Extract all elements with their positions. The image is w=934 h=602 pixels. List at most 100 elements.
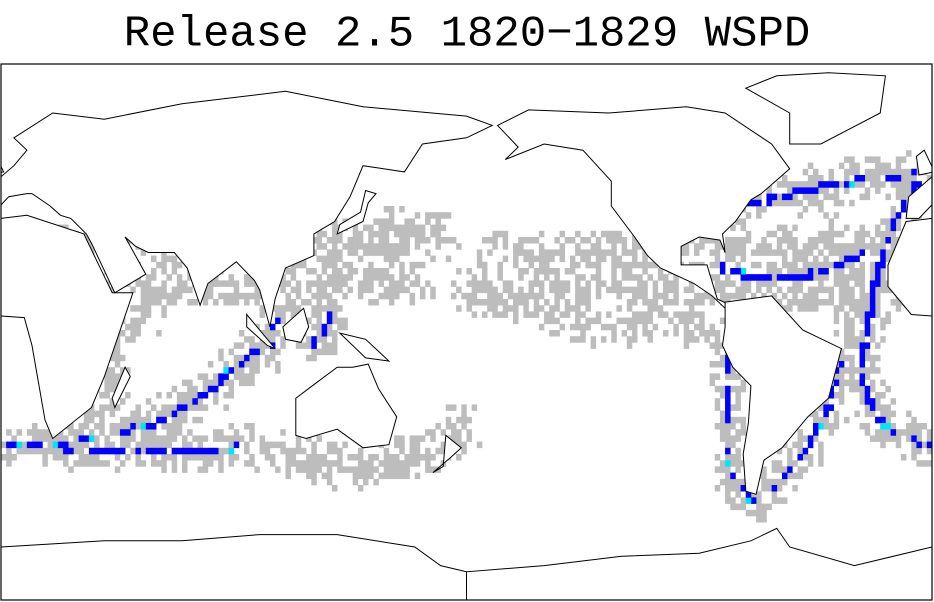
- data-cell: [404, 224, 410, 232]
- data-cell: [388, 286, 395, 294]
- data-cell: [311, 323, 317, 331]
- data-cell: [176, 292, 183, 300]
- data-cell: [813, 410, 819, 418]
- data-cell: [249, 460, 255, 467]
- data-cell: [306, 268, 312, 275]
- data-cell: [838, 286, 845, 294]
- data-cell: [254, 299, 260, 306]
- data-cell: [652, 305, 659, 312]
- data-cell: [688, 336, 695, 343]
- data-cell: [823, 237, 829, 244]
- data-cell: [171, 460, 178, 467]
- data-cell: [187, 454, 193, 461]
- data-cell: [906, 435, 912, 442]
- data-cell: [161, 447, 167, 455]
- data-cell: [254, 342, 260, 349]
- data-cell: [885, 175, 891, 182]
- data-cell: [880, 435, 886, 442]
- data-cell: [326, 299, 333, 306]
- data-cell: [37, 447, 43, 455]
- data-cell: [642, 323, 648, 331]
- data-cell: [399, 286, 405, 294]
- data-cell: [745, 237, 752, 244]
- data-cell: [523, 237, 529, 244]
- data-cell: [145, 429, 152, 436]
- data-cell: [719, 429, 726, 436]
- data-cell: [471, 274, 478, 281]
- data-cell: [864, 354, 871, 362]
- data-cell: [688, 286, 695, 294]
- data-cell: [357, 237, 364, 244]
- data-cell: [326, 330, 333, 337]
- data-cell: [792, 485, 798, 492]
- data-cell: [404, 230, 410, 238]
- data-cell: [606, 249, 612, 256]
- data-cell: [735, 491, 741, 498]
- data-cell: [797, 255, 803, 263]
- data-cell: [425, 237, 431, 244]
- data-cell: [461, 416, 467, 424]
- data-cell: [228, 460, 235, 467]
- data-cell: [885, 429, 891, 436]
- data-cell: [569, 268, 576, 275]
- data-cell: [533, 255, 540, 263]
- data-cell: [916, 460, 922, 467]
- data-cell: [585, 255, 591, 263]
- data-cell: [409, 280, 416, 287]
- data-cell: [792, 199, 798, 207]
- data-cell: [911, 447, 917, 455]
- data-cell: [513, 317, 519, 325]
- data-cell: [740, 243, 747, 250]
- data-cell: [699, 237, 705, 244]
- data-cell: [388, 466, 395, 473]
- data-cell: [807, 441, 814, 449]
- data-cell: [166, 429, 172, 436]
- data-cell: [776, 199, 783, 207]
- data-cell: [875, 429, 881, 436]
- data-cell: [875, 187, 881, 194]
- data-cell: [269, 460, 276, 467]
- data-cell: [326, 342, 333, 349]
- data-cell: [895, 305, 902, 312]
- data-cell: [73, 460, 79, 467]
- data-cell: [838, 385, 845, 393]
- data-cell: [833, 261, 840, 269]
- data-cell: [109, 447, 116, 455]
- data-cell: [875, 342, 881, 349]
- data-cell: [78, 423, 85, 430]
- data-cell: [145, 398, 152, 405]
- data-cell: [135, 410, 141, 418]
- data-cell: [295, 280, 302, 287]
- data-cell: [249, 423, 255, 430]
- data-cell: [254, 348, 260, 356]
- data-cell: [849, 249, 855, 256]
- data-cell: [363, 249, 369, 256]
- data-cell: [347, 454, 353, 461]
- data-cell: [725, 280, 731, 287]
- data-cell: [450, 292, 457, 300]
- data-cell: [135, 460, 141, 467]
- data-cell: [357, 243, 364, 250]
- data-cell: [549, 286, 555, 294]
- data-cell: [854, 342, 860, 349]
- data-cell: [213, 435, 219, 442]
- data-cell: [192, 447, 198, 455]
- data-cell: [533, 280, 540, 287]
- landmass: [496, 106, 791, 309]
- data-cell: [368, 454, 374, 461]
- data-cell: [838, 249, 845, 256]
- data-cell: [295, 460, 302, 467]
- data-cell: [719, 466, 726, 473]
- data-cell: [171, 429, 178, 436]
- data-cell: [502, 311, 509, 318]
- data-cell: [306, 466, 312, 473]
- data-cell: [797, 305, 803, 312]
- data-cell: [466, 429, 472, 436]
- data-cell: [745, 497, 752, 504]
- data-cell: [326, 323, 333, 331]
- data-cell: [714, 398, 721, 405]
- data-cell: [838, 243, 845, 250]
- data-cell: [673, 330, 679, 337]
- data-cell: [399, 237, 405, 244]
- data-cell: [197, 392, 204, 399]
